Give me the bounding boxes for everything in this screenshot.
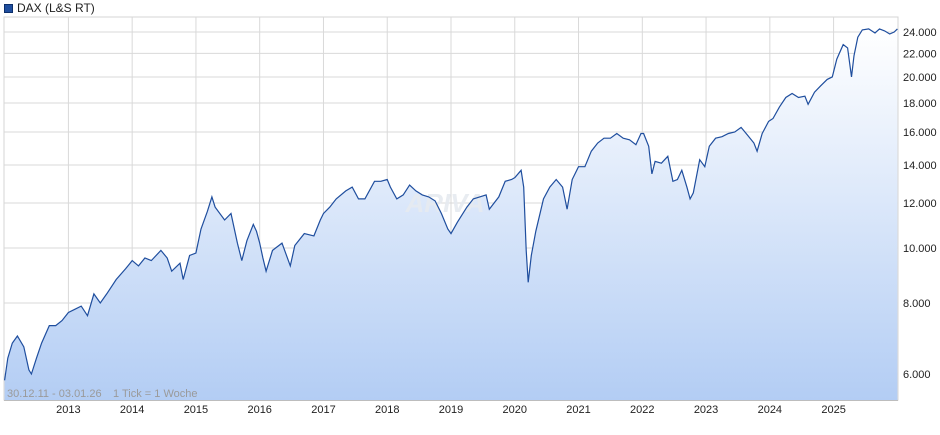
footer-range: 30.12.11 - 03.01.26	[7, 388, 102, 400]
x-tick-label: 2015	[184, 404, 208, 416]
x-tick-label: 2024	[758, 404, 782, 416]
x-tick-label: 2018	[375, 404, 399, 416]
x-tick-label: 2022	[630, 404, 654, 416]
y-axis: 6.000 8.000 10.000 12.000 14.000 16.000 18.000…	[903, 27, 937, 381]
y-tick-label: 16.000	[903, 127, 937, 139]
x-tick-label: 2017	[311, 404, 335, 416]
area-fill	[4, 28, 898, 401]
x-tick-label: 2014	[120, 404, 144, 416]
x-tick-label: 2025	[821, 404, 845, 416]
y-tick-label: 14.000	[903, 160, 937, 172]
x-axis: 2013 2014 2015 2016 2017 2018 2019 2020 2021 2022…	[56, 404, 846, 416]
x-tick-label: 2023	[694, 404, 718, 416]
x-tick-label: 2013	[56, 404, 80, 416]
legend: DAX (L&S RT)	[4, 1, 95, 15]
y-tick-label: 12.000	[903, 198, 937, 210]
x-tick-label: 2021	[566, 404, 590, 416]
x-tick-label: 2019	[439, 404, 463, 416]
legend-label: DAX (L&S RT)	[17, 1, 95, 15]
y-tick-label: 20.000	[903, 72, 937, 84]
y-tick-label: 6.000	[903, 369, 931, 381]
x-tick-label: 2016	[247, 404, 271, 416]
y-tick-label: 22.000	[903, 48, 937, 60]
y-tick-label: 10.000	[903, 243, 937, 255]
dax-series-line	[4, 28, 898, 381]
y-tick-label: 18.000	[903, 98, 937, 110]
x-tick-label: 2020	[503, 404, 527, 416]
y-tick-label: 8.000	[903, 298, 931, 310]
legend-swatch	[4, 3, 13, 13]
footer-tick: 1 Tick = 1 Woche	[113, 388, 197, 400]
watermark: ARIVA	[405, 188, 485, 218]
y-tick-label: 24.000	[903, 27, 937, 39]
